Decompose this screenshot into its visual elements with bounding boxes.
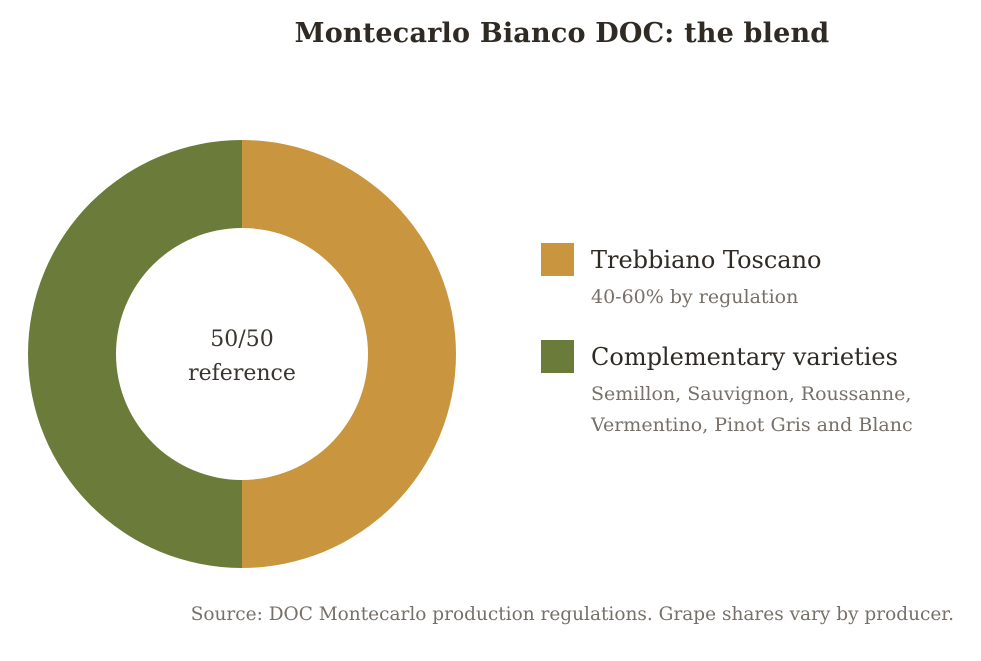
donut-slice-complementary [28, 140, 242, 568]
donut-slice-trebbiano [242, 140, 456, 568]
legend-detail-complementary: Semillon, Sauvignon, Roussanne, Vermenti… [591, 383, 913, 436]
legend-label-complementary: Complementary varieties [591, 343, 898, 371]
legend-swatch-complementary [541, 340, 574, 373]
legend-item-complementary: Complementary varieties Semillon, Sauvig… [541, 337, 971, 441]
legend-item-trebbiano: Trebbiano Toscano 40-60% by regulation [541, 240, 971, 313]
source-note: Source: DOC Montecarlo production regula… [190, 604, 954, 625]
legend-swatch-trebbiano [541, 243, 574, 276]
center-ratio: 50/50 [210, 327, 274, 352]
legend-label-trebbiano: Trebbiano Toscano [591, 246, 822, 274]
legend: Trebbiano Toscano 40-60% by regulation C… [541, 240, 971, 441]
chart-title: Montecarlo Bianco DOC: the blend [294, 18, 830, 49]
center-caption: reference [188, 361, 296, 386]
donut-slices [28, 140, 456, 568]
donut-center-label: 50/50 reference [142, 323, 342, 391]
legend-detail-trebbiano: 40-60% by regulation [591, 286, 799, 308]
